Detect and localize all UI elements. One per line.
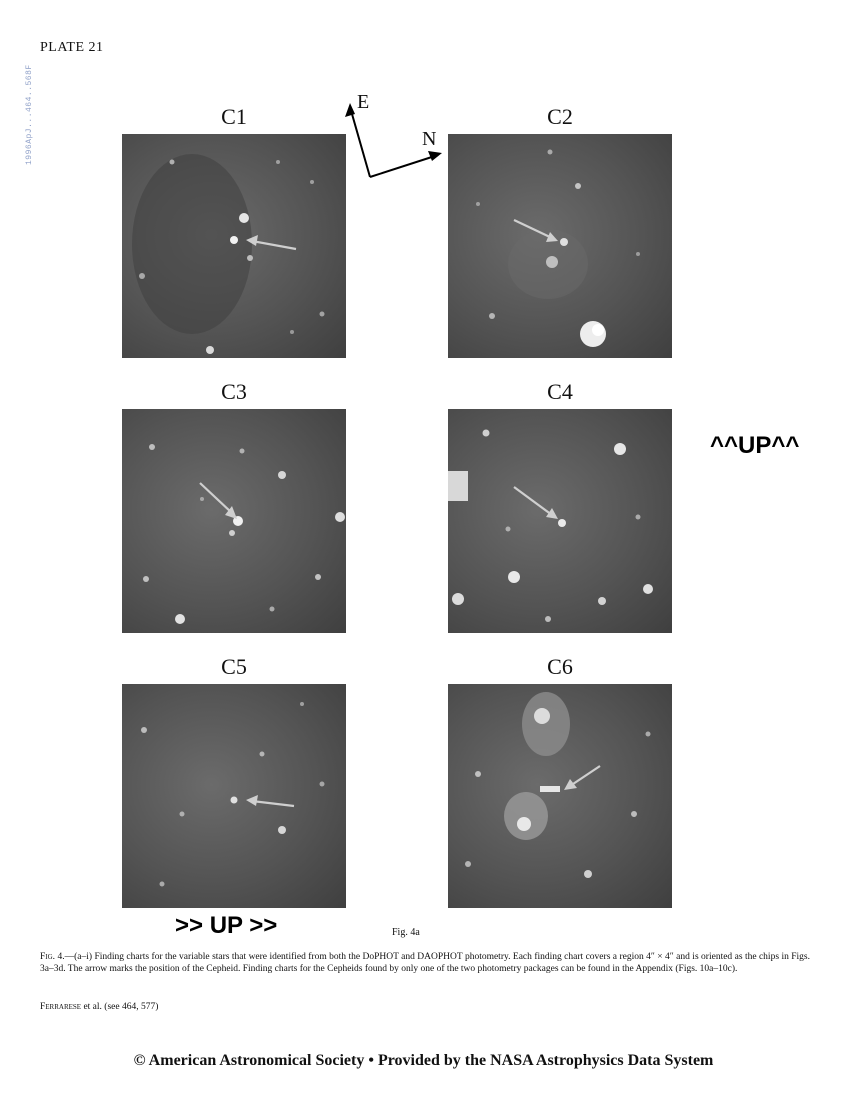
arrowhead-icon: [546, 232, 558, 242]
plate-label: PLATE 21: [40, 40, 104, 55]
compass-east-label: E: [357, 91, 370, 113]
finding-chart-c2: [448, 134, 672, 358]
cepheid-arrow-c4: [513, 486, 553, 516]
arrowhead-icon: [546, 508, 558, 519]
starfield-c3: [143, 444, 345, 624]
orientation-note-bottom: >> UP >>: [175, 912, 278, 939]
panel-label-c2: C2: [547, 104, 573, 129]
cepheid-arrow-c6: [569, 765, 601, 787]
finding-chart-c5: [122, 684, 346, 908]
panel-label-c4: C4: [547, 379, 573, 404]
starfield-c2: [476, 149, 640, 347]
starfield-c6: [465, 692, 651, 878]
starfield-c4: [448, 429, 653, 622]
panel-label-c6: C6: [547, 654, 573, 679]
figure-label: Fig. 4a: [392, 927, 420, 938]
figure-caption: Fig. 4.—(a–i) Finding charts for the var…: [40, 952, 810, 975]
credit-rest: et al. (see 464, 577): [81, 1002, 159, 1012]
credit-author: Ferrarese: [40, 1002, 82, 1012]
starfield-c5: [141, 702, 325, 887]
finding-chart-c6: [448, 684, 672, 908]
caption-body: —(a–i) Finding charts for the variable s…: [40, 952, 810, 974]
finding-chart-c4: [448, 409, 672, 633]
cepheid-arrow-c3: [199, 482, 233, 514]
north-arrowhead-icon: [428, 151, 442, 161]
finding-chart-c3: [122, 409, 346, 633]
arrowhead-icon: [225, 506, 237, 519]
arrowhead-icon: [246, 235, 258, 246]
starfield-c1: [132, 154, 325, 354]
east-arrowhead-icon: [345, 103, 355, 117]
panel-label-c5: C5: [221, 654, 247, 679]
plate-credit: Ferrarese et al. (see 464, 577): [40, 1002, 158, 1012]
caption-prefix: Fig. 4.: [40, 952, 65, 962]
cepheid-arrow-c5: [251, 799, 295, 808]
cepheid-arrow-c1: [251, 239, 297, 251]
compass-arrows: [345, 103, 442, 178]
arrowhead-icon: [564, 779, 577, 790]
arrowhead-icon: [246, 795, 258, 806]
panel-label-c1: C1: [221, 104, 247, 129]
finding-chart-c1: [122, 134, 346, 358]
cepheid-arrow-c2: [513, 219, 553, 239]
copyright-notice: © American Astronomical Society • Provid…: [133, 1052, 714, 1069]
panel-label-c3: C3: [221, 379, 247, 404]
bibcode-vertical: 1996ApJ...464..568F: [25, 64, 34, 165]
orientation-note-right: ^^UP^^: [710, 432, 800, 459]
compass-north-label: N: [422, 128, 437, 150]
